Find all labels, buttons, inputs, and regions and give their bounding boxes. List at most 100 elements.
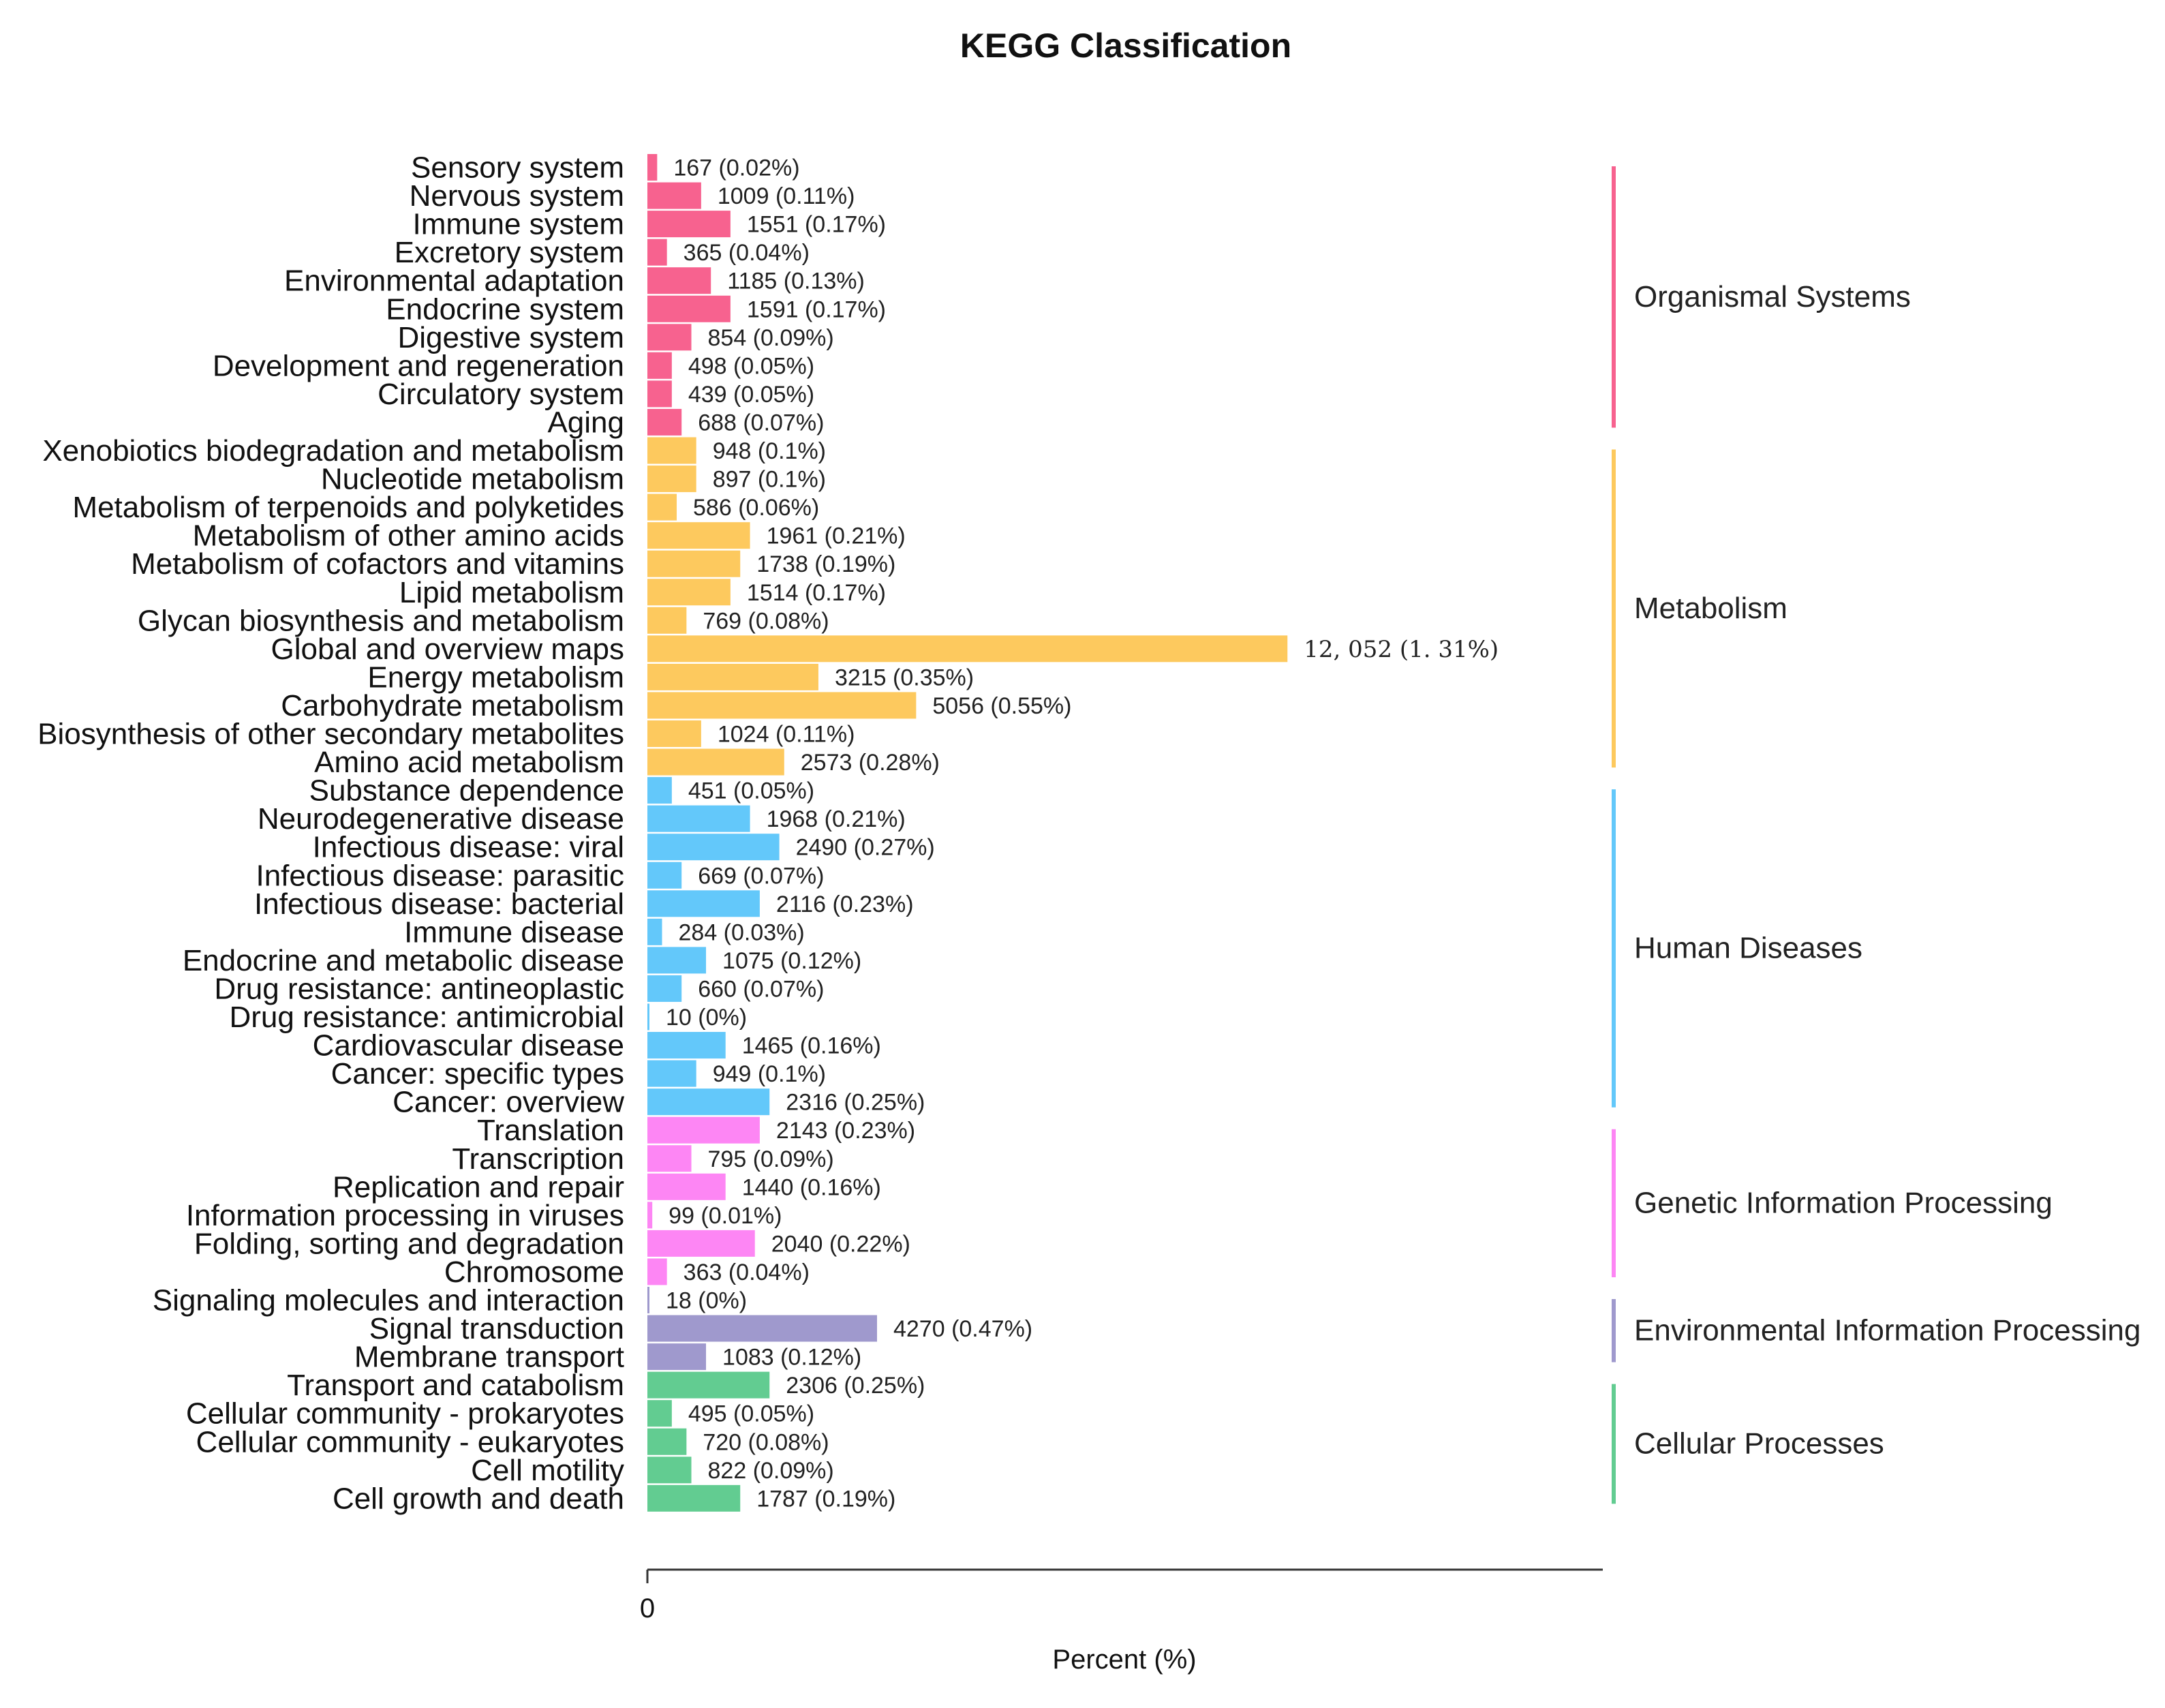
category-label: Infectious disease: parasitic: [256, 859, 624, 892]
bar: [647, 466, 696, 493]
value-label: 10 (0%): [666, 1005, 747, 1031]
category-label: Cancer: specific types: [331, 1057, 624, 1091]
value-label: 2573 (0.28%): [801, 750, 940, 776]
value-label: 167 (0.02%): [673, 155, 799, 181]
bar: [647, 1371, 770, 1399]
value-label: 769 (0.08%): [703, 608, 829, 634]
bar: [647, 918, 662, 945]
bar: [647, 834, 780, 861]
category-label: Excretory system: [395, 236, 624, 269]
bar: [647, 1173, 726, 1200]
category-label: Global and overview maps: [271, 632, 624, 666]
category-label: Replication and repair: [333, 1170, 624, 1204]
value-label: 451 (0.05%): [688, 778, 814, 804]
bar: [647, 1145, 692, 1172]
category-label: Folding, sorting and degradation: [194, 1227, 624, 1260]
category-label: Environmental adaptation: [284, 264, 624, 298]
bar: [647, 493, 677, 521]
category-label: Xenobiotics biodegradation and metabolis…: [42, 434, 624, 468]
group-label: Cellular Processes: [1634, 1427, 1884, 1461]
value-label: 363 (0.04%): [684, 1260, 810, 1285]
value-label: 2490 (0.27%): [796, 835, 935, 861]
category-label: Nucleotide metabolism: [321, 463, 624, 496]
value-labels: 167 (0.02%)1009 (0.11%) 1551 (0.17%)365 (…: [666, 155, 1499, 1512]
value-label: 1075 (0.12%): [722, 948, 861, 974]
category-label: Transcription: [452, 1142, 624, 1176]
category-label: Cell motility: [471, 1454, 624, 1487]
category-label: Neurodegenerative disease: [258, 802, 624, 836]
value-label: 688 (0.07%): [698, 410, 824, 436]
value-label: 586 (0.06%): [693, 495, 819, 521]
bar: [647, 1230, 755, 1257]
category-label: Signaling molecules and interaction: [153, 1284, 624, 1317]
value-label: 948 (0.1%): [713, 438, 826, 464]
bar: [647, 352, 672, 379]
bar: [647, 1060, 696, 1087]
bar: [647, 239, 667, 266]
value-label: 99 (0.01%): [669, 1203, 782, 1229]
value-label: 2306 (0.25%): [786, 1373, 925, 1399]
bar: [647, 1032, 726, 1059]
category-label: Circulatory system: [378, 378, 624, 411]
value-label: 5056 (0.55%): [932, 693, 1071, 719]
bar: [647, 211, 731, 238]
value-label: 18 (0%): [666, 1288, 747, 1314]
value-label: 284 (0.03%): [679, 919, 805, 945]
bar: [647, 1116, 760, 1144]
bar: [647, 154, 658, 181]
category-label: Sensory system: [411, 151, 624, 185]
bar: [647, 1287, 649, 1313]
value-label: 1185 (0.13%): [727, 269, 865, 294]
bar: [647, 748, 784, 776]
bar: [647, 607, 687, 634]
category-label: Transport and catabolism: [287, 1369, 624, 1402]
bar: [647, 635, 1288, 662]
group-brackets: Organismal Systems Metabolism Human Diseas…: [1612, 166, 2140, 1504]
category-label: Drug resistance: antimicrobial: [229, 1001, 624, 1034]
category-label: Cardiovascular disease: [313, 1029, 624, 1063]
value-label: 2040 (0.22%): [771, 1231, 910, 1257]
category-label: Metabolism of cofactors and vitamins: [131, 547, 624, 581]
bar: [647, 692, 917, 719]
value-label: 897 (0.1%): [713, 467, 826, 493]
category-label: Endocrine and metabolic disease: [183, 944, 624, 977]
value-label: 1083 (0.12%): [722, 1345, 861, 1371]
category-label: Drug resistance: antineoplastic: [214, 972, 624, 1005]
bar: [647, 1315, 877, 1342]
category-label: Amino acid metabolism: [314, 746, 624, 779]
category-label: Translation: [477, 1114, 624, 1147]
bar: [647, 777, 672, 804]
category-label: Immune disease: [404, 915, 624, 949]
bars-layer: [647, 154, 1288, 1512]
value-label: 660 (0.07%): [698, 976, 824, 1002]
x-axis: 0 Percent (%): [640, 1568, 1603, 1675]
x-axis-label: Percent (%): [1052, 1645, 1196, 1675]
category-label: Cancer: overview: [393, 1086, 624, 1119]
value-label: 365 (0.04%): [684, 240, 810, 266]
bar: [647, 975, 682, 1002]
value-label: 1738 (0.19%): [756, 551, 895, 577]
category-label: Signal transduction: [369, 1312, 624, 1345]
value-label: 495 (0.05%): [688, 1401, 814, 1427]
chart-title: KEGG Classification: [960, 27, 1291, 65]
value-label: 795 (0.09%): [708, 1146, 834, 1172]
bar: [647, 947, 707, 974]
group-label: Organismal Systems: [1634, 280, 1911, 314]
value-label: 720 (0.08%): [703, 1429, 829, 1455]
category-label: Lipid metabolism: [399, 576, 624, 609]
value-label: 1787 (0.19%): [756, 1486, 895, 1512]
category-label: Metabolism of terpenoids and polyketides: [72, 491, 624, 524]
category-label: Glycan biosynthesis and metabolism: [138, 604, 624, 637]
bar: [647, 1400, 672, 1427]
value-label: 854 (0.09%): [708, 325, 834, 351]
value-label: 2116 (0.23%): [776, 891, 914, 917]
value-label: 1024 (0.11%): [718, 722, 855, 748]
category-label: Immune system: [412, 208, 624, 241]
category-label: Cell growth and death: [333, 1482, 624, 1515]
bar: [647, 267, 711, 294]
bar: [647, 380, 672, 408]
category-label: Substance dependence: [309, 774, 624, 808]
bar: [647, 1484, 741, 1512]
